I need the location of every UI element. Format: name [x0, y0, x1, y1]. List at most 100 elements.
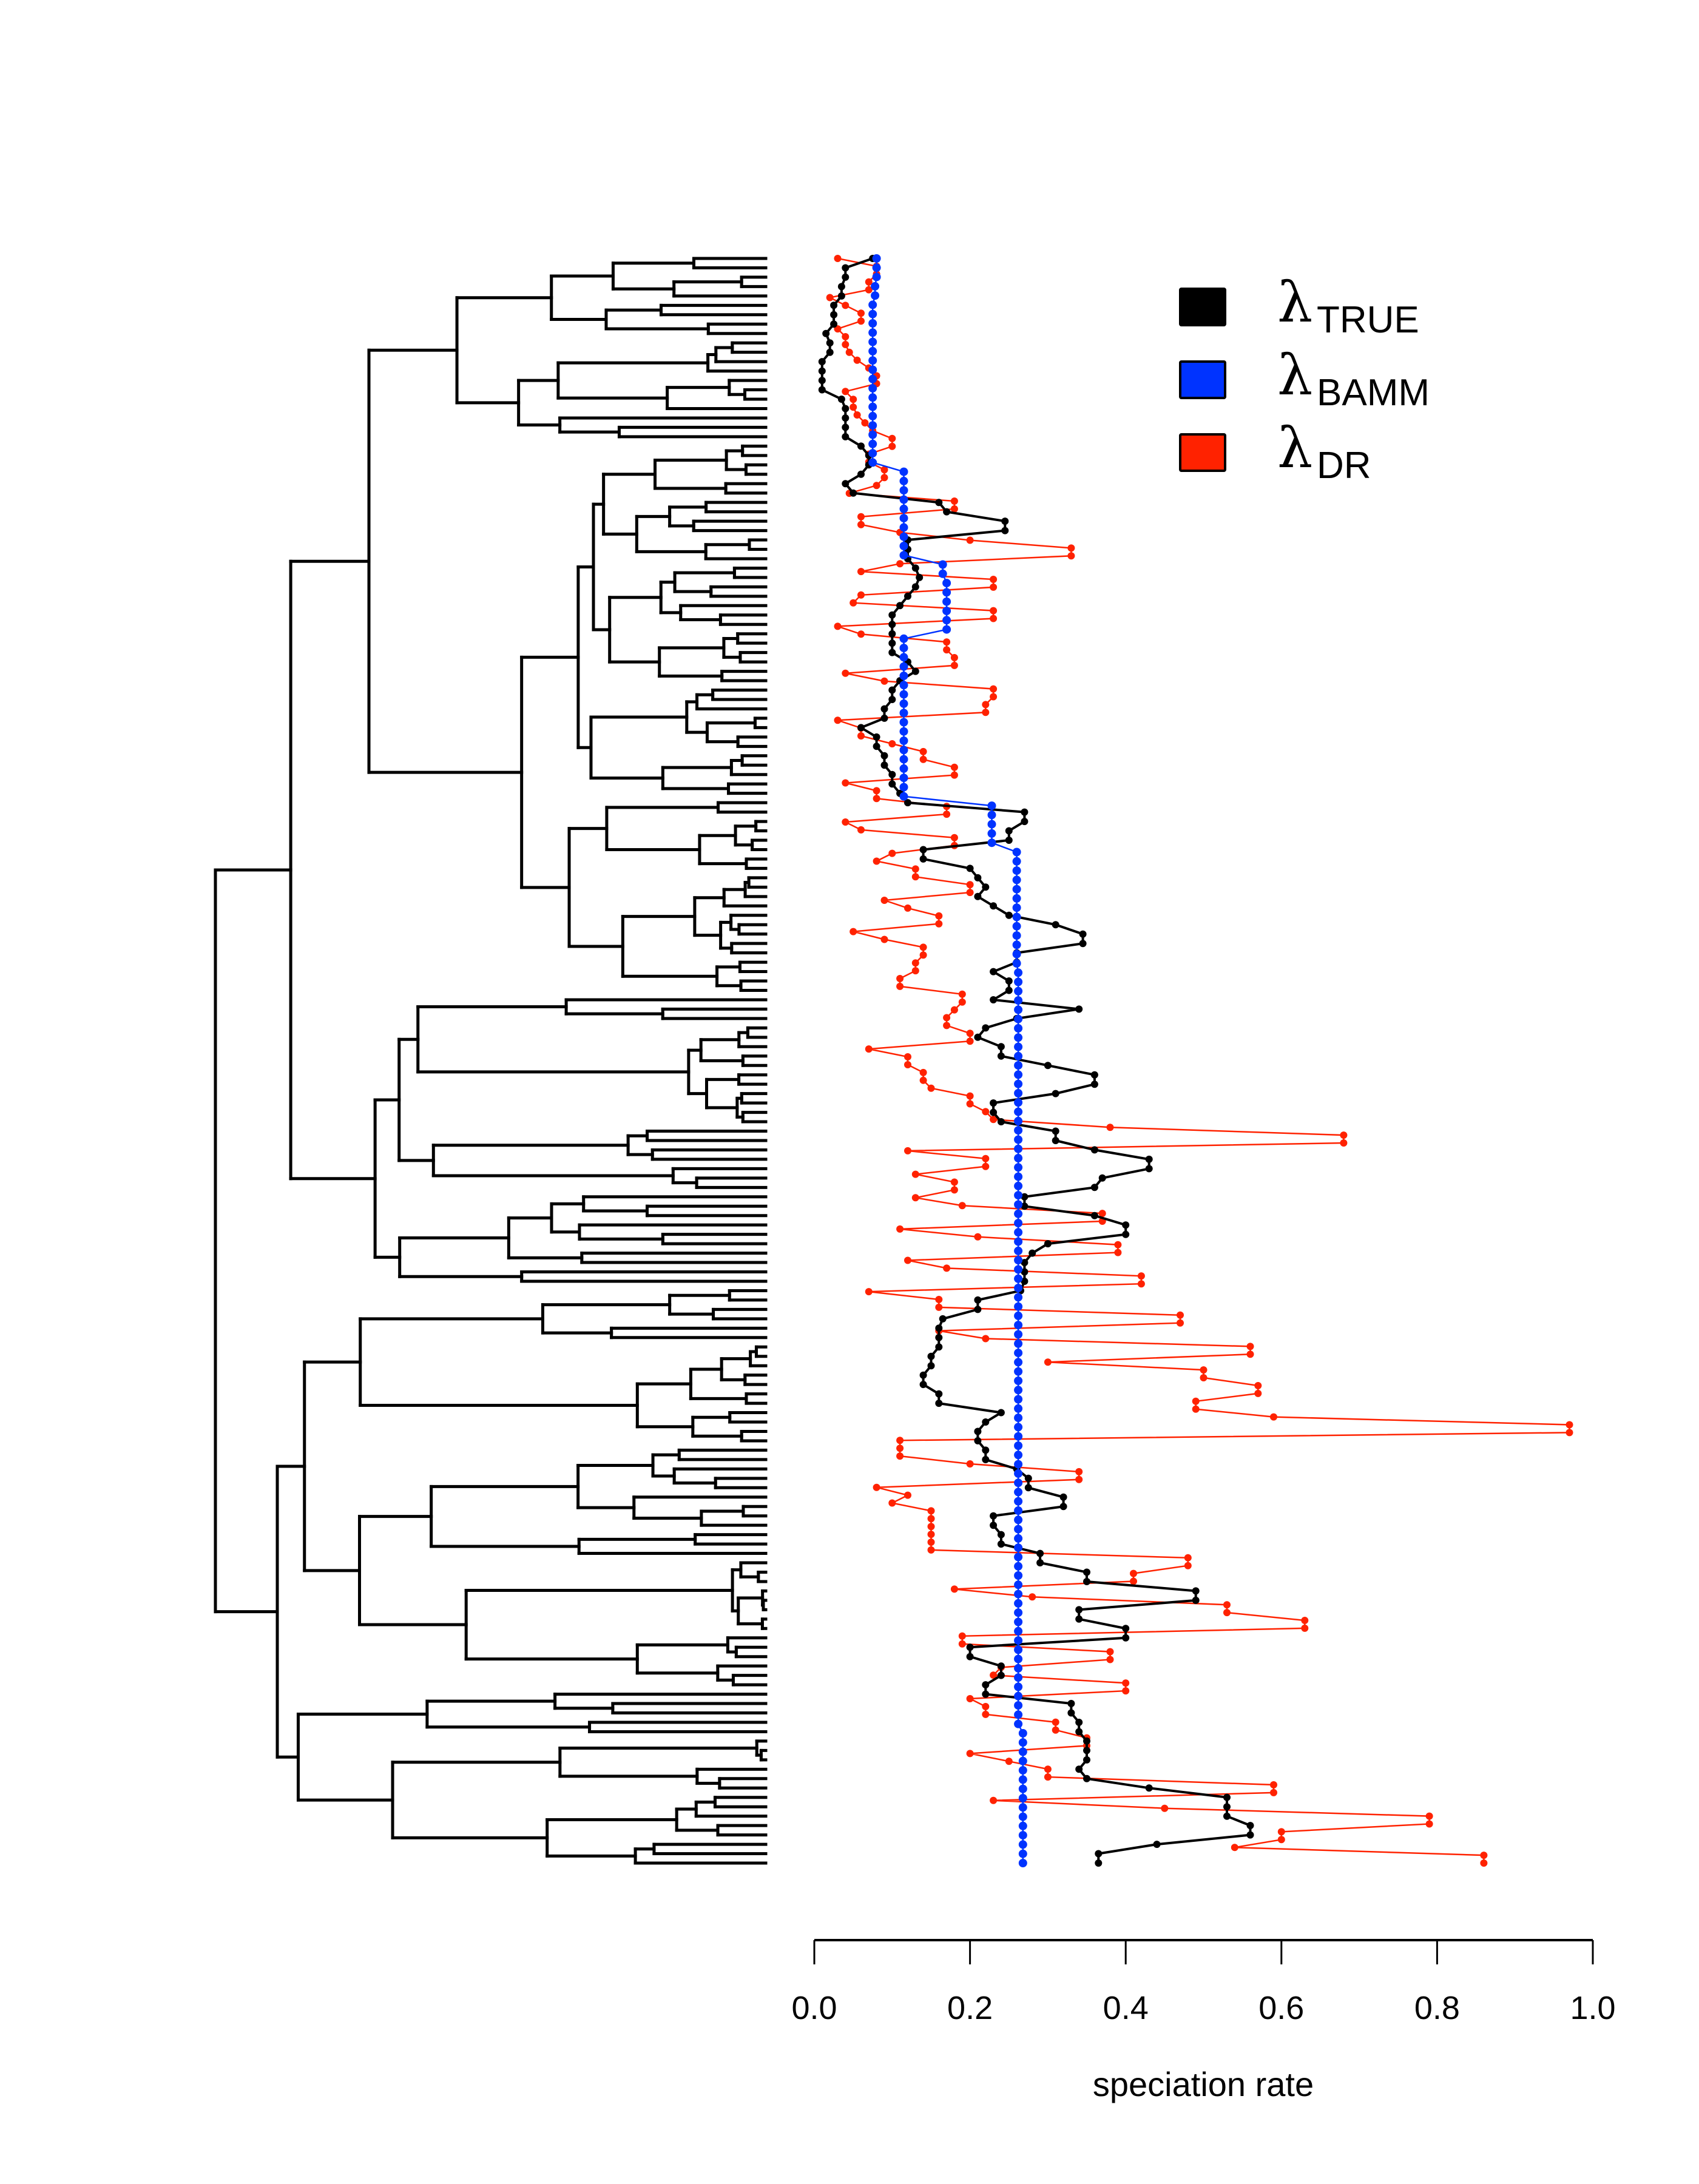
- data-point: [990, 685, 998, 693]
- data-point: [1075, 1719, 1083, 1726]
- data-point: [1075, 1468, 1083, 1475]
- data-point: [1021, 818, 1029, 826]
- data-point: [1024, 1484, 1032, 1492]
- series-line: [820, 257, 1252, 1863]
- data-point: [990, 1671, 998, 1679]
- data-point: [880, 935, 888, 943]
- data-point: [958, 998, 966, 1006]
- data-point: [950, 661, 958, 669]
- data-point: [1014, 1571, 1023, 1580]
- data-point: [899, 727, 908, 736]
- data-point: [1083, 1756, 1090, 1764]
- data-point: [1153, 1841, 1161, 1849]
- phylogeny-tree: [214, 257, 768, 1865]
- data-point: [1005, 977, 1013, 985]
- data-point: [1024, 1474, 1032, 1482]
- data-point: [1277, 1828, 1285, 1836]
- data-point: [896, 1225, 904, 1233]
- data-point: [990, 576, 998, 583]
- data-point: [830, 311, 838, 318]
- data-point: [987, 820, 996, 829]
- data-point: [868, 300, 877, 309]
- data-point: [899, 551, 908, 560]
- data-point: [857, 442, 865, 450]
- data-point: [950, 1585, 958, 1593]
- data-point: [911, 873, 919, 881]
- data-point: [966, 1460, 974, 1468]
- data-point: [1044, 1773, 1052, 1781]
- data-point: [935, 499, 943, 507]
- data-point: [1014, 1423, 1023, 1432]
- data-point: [974, 892, 982, 900]
- data-point: [935, 1303, 943, 1311]
- data-point: [942, 625, 951, 634]
- data-point: [904, 1491, 911, 1499]
- data-point: [958, 1640, 966, 1648]
- data-point: [880, 705, 888, 713]
- data-point: [888, 639, 896, 647]
- data-point: [896, 1444, 904, 1452]
- data-point: [1014, 1079, 1023, 1088]
- data-point: [1012, 903, 1021, 912]
- data-point: [950, 1006, 958, 1014]
- data-point: [1014, 1163, 1023, 1172]
- data-point: [1014, 1330, 1023, 1339]
- data-point: [880, 897, 888, 904]
- data-point: [974, 1233, 982, 1241]
- data-point: [1014, 1256, 1023, 1265]
- data-point: [1014, 1395, 1023, 1404]
- data-point: [1014, 1321, 1023, 1330]
- data-point: [916, 573, 924, 581]
- data-point: [919, 1371, 927, 1379]
- data-point: [904, 1061, 911, 1068]
- data-point: [1014, 1302, 1023, 1311]
- data-point: [1014, 1339, 1023, 1348]
- data-point: [1075, 1606, 1083, 1614]
- data-point: [904, 592, 911, 600]
- data-point: [842, 340, 850, 348]
- data-point: [1014, 1682, 1023, 1691]
- data-point: [1014, 1219, 1023, 1228]
- data-point: [942, 588, 951, 597]
- data-point: [1014, 1404, 1023, 1413]
- data-point: [899, 690, 908, 699]
- data-point: [850, 489, 857, 497]
- data-point: [1012, 857, 1021, 866]
- data-point: [899, 644, 908, 653]
- data-point: [899, 542, 908, 550]
- data-point: [888, 770, 896, 778]
- data-point: [935, 1390, 943, 1398]
- x-axis-ticks: 0.0 0.2 0.4 0.6 0.8 1.0: [791, 1940, 1616, 2026]
- data-point: [1122, 1687, 1130, 1695]
- data-point: [845, 348, 853, 356]
- data-point: [868, 356, 877, 365]
- data-point: [888, 442, 896, 450]
- data-point: [899, 755, 908, 764]
- data-point: [1018, 1738, 1027, 1747]
- data-point: [1246, 1350, 1254, 1358]
- data-point: [868, 393, 877, 402]
- data-point: [982, 1418, 990, 1426]
- data-point: [927, 1352, 935, 1360]
- data-point: [1075, 1765, 1083, 1773]
- data-point: [1246, 1822, 1254, 1830]
- data-point: [842, 480, 850, 488]
- data-point: [1018, 1775, 1027, 1784]
- data-point: [834, 255, 842, 262]
- data-point: [1145, 1784, 1153, 1792]
- data-point: [842, 414, 850, 422]
- data-point: [935, 912, 943, 920]
- data-point: [1014, 1534, 1023, 1543]
- data-point: [982, 701, 990, 709]
- data-point: [1029, 1249, 1036, 1257]
- data-point: [857, 591, 865, 599]
- data-point: [1012, 885, 1021, 894]
- data-point: [990, 1099, 998, 1107]
- data-point: [927, 1362, 935, 1370]
- legend-swatch-dr: [1179, 433, 1226, 472]
- x-axis-title: speciation rate: [1093, 2065, 1314, 2103]
- data-point: [853, 356, 861, 364]
- data-point: [904, 799, 911, 807]
- data-point: [982, 1703, 990, 1710]
- data-point: [1014, 1200, 1023, 1209]
